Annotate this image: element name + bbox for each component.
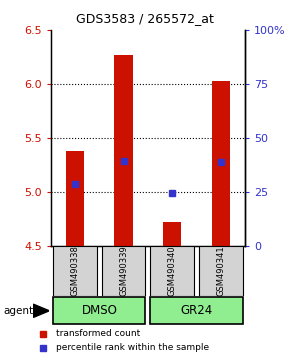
Text: transformed count: transformed count <box>56 329 141 338</box>
Bar <box>199 246 243 296</box>
Text: DMSO: DMSO <box>81 304 117 317</box>
Bar <box>150 246 194 296</box>
Bar <box>163 222 182 246</box>
Text: GSM490339: GSM490339 <box>119 245 128 296</box>
Text: GDS3583 / 265572_at: GDS3583 / 265572_at <box>76 12 214 25</box>
Text: percentile rank within the sample: percentile rank within the sample <box>56 343 209 352</box>
Bar <box>102 246 146 296</box>
Bar <box>66 151 84 246</box>
Text: GSM490341: GSM490341 <box>216 245 225 296</box>
Bar <box>150 297 243 324</box>
Bar <box>53 246 97 296</box>
Text: GSM490338: GSM490338 <box>70 245 79 296</box>
Bar <box>211 81 230 246</box>
Text: GSM490340: GSM490340 <box>168 245 177 296</box>
Text: agent: agent <box>3 306 33 316</box>
Bar <box>53 297 146 324</box>
Bar <box>114 55 133 246</box>
Polygon shape <box>33 304 49 318</box>
Text: GR24: GR24 <box>180 304 213 317</box>
